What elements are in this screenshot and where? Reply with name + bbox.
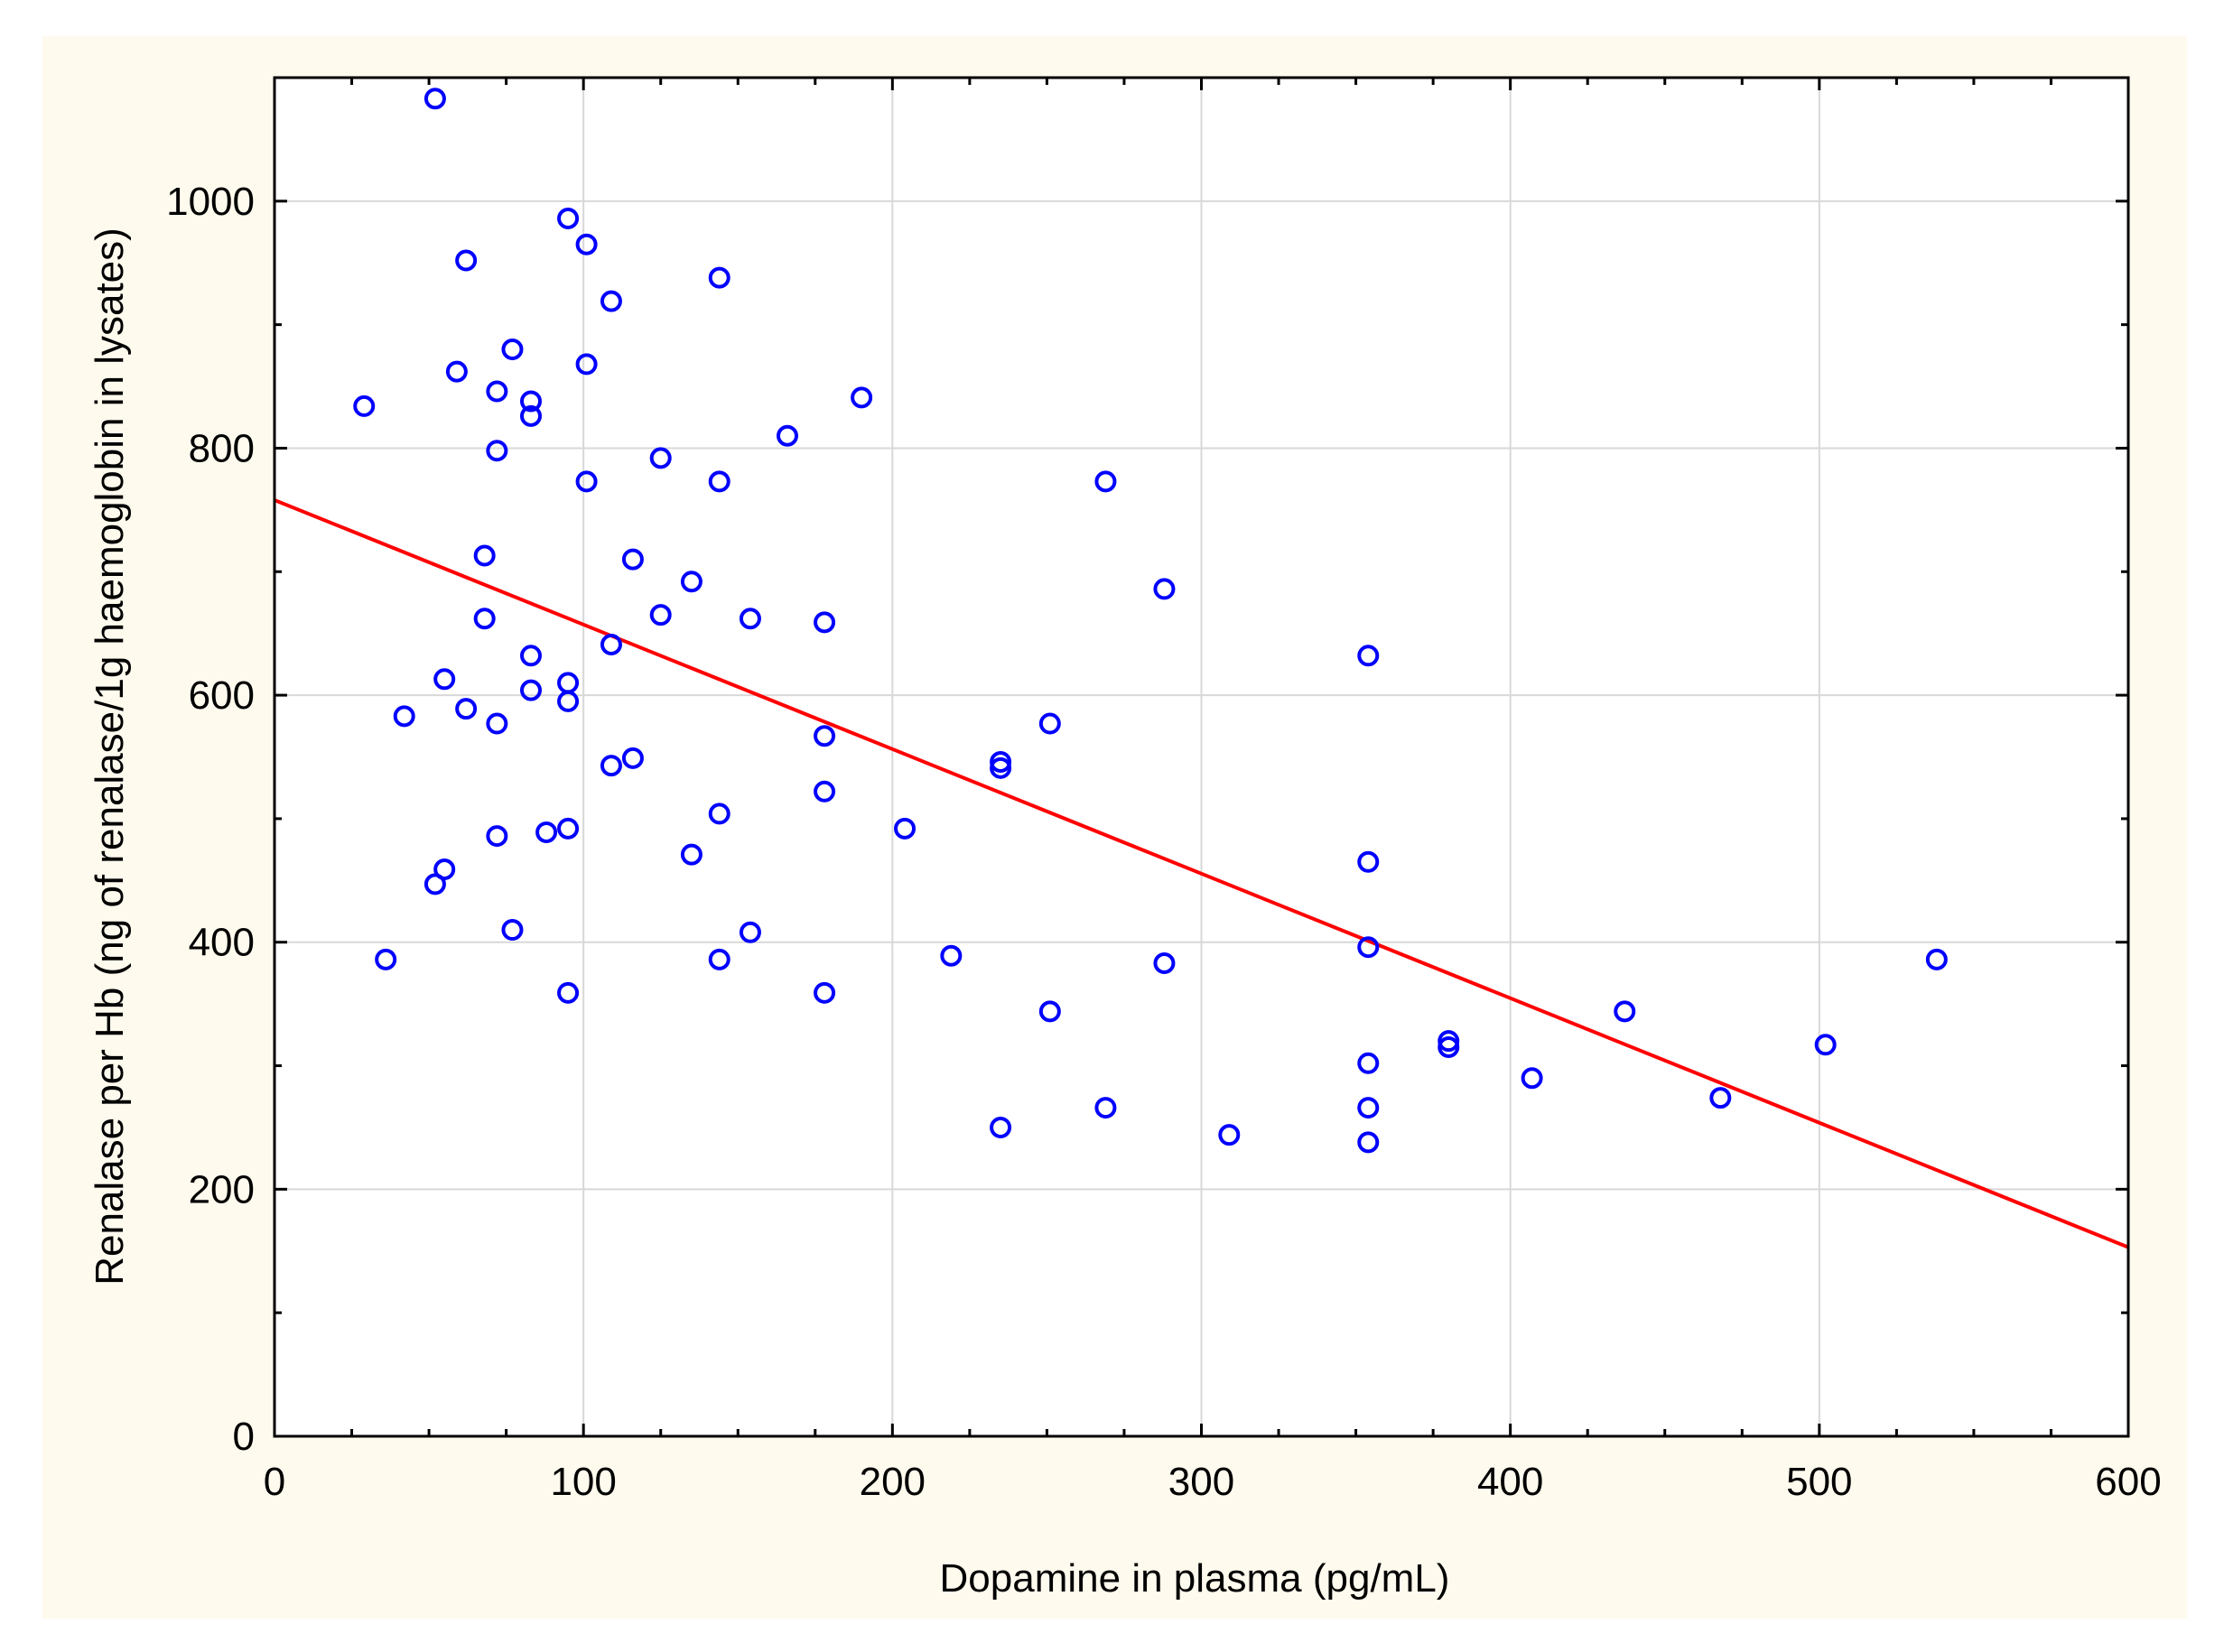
data-point — [600, 755, 622, 777]
data-point — [1357, 1052, 1380, 1074]
data-point — [1438, 1036, 1460, 1059]
data-point — [575, 233, 598, 255]
data-point — [1357, 645, 1380, 667]
data-point — [433, 858, 456, 881]
x-tick-label: 100 — [550, 1460, 616, 1504]
data-point — [621, 747, 644, 769]
data-point — [814, 611, 836, 634]
x-tick-label: 400 — [1477, 1460, 1543, 1504]
data-point — [486, 440, 508, 462]
data-point — [1925, 948, 1948, 970]
data-point — [473, 608, 496, 630]
data-point — [486, 825, 508, 848]
regression-layer — [275, 498, 2128, 1249]
data-point — [851, 386, 873, 409]
x-axis-title: Dopamine in plasma (pg/mL) — [940, 1556, 1450, 1601]
data-point — [375, 948, 397, 970]
data-point — [423, 88, 446, 110]
data-point — [1094, 470, 1117, 493]
data-point — [621, 548, 644, 571]
grid-lines — [275, 78, 2128, 1436]
x-tick-label: 500 — [1786, 1460, 1852, 1504]
data-point — [600, 290, 622, 312]
y-tick-label: 1000 — [166, 180, 255, 224]
data-point — [455, 698, 478, 720]
data-point — [708, 266, 730, 289]
data-point — [473, 544, 496, 567]
y-tick-label: 600 — [189, 673, 255, 718]
data-point — [1218, 1124, 1241, 1146]
data-point — [433, 668, 456, 691]
data-point — [894, 817, 917, 840]
y-tick-label: 200 — [189, 1167, 255, 1211]
regression-line — [275, 498, 2128, 1249]
data-point — [1094, 1097, 1117, 1119]
data-point — [393, 705, 415, 728]
data-point — [1357, 1131, 1380, 1154]
data-point — [455, 249, 478, 272]
data-point — [575, 353, 598, 376]
data-point — [557, 981, 580, 1004]
y-tick-label: 800 — [189, 426, 255, 470]
data-point — [1153, 578, 1176, 600]
data-point — [1357, 936, 1380, 959]
data-point — [423, 873, 446, 896]
data-point — [649, 447, 672, 469]
data-point — [739, 921, 761, 943]
axis-ticks: 0 100 200 300 400 500 600 0 200 400 600 800 1000 — [166, 76, 2162, 1504]
data-point — [486, 712, 508, 735]
data-point — [501, 919, 524, 942]
data-point — [486, 380, 508, 403]
data-point — [519, 679, 542, 701]
data-point — [575, 470, 598, 493]
data-point — [557, 817, 580, 840]
data-point — [739, 608, 761, 630]
data-point — [1357, 850, 1380, 873]
data-point — [940, 944, 963, 967]
data-point — [990, 750, 1012, 773]
data-points — [353, 88, 1948, 1154]
data-point — [535, 821, 558, 843]
data-point — [1614, 1000, 1636, 1023]
data-point — [708, 803, 730, 825]
y-axis-title: Renalase per Hb (ng of renalase/1g haemo… — [88, 227, 132, 1285]
data-point — [519, 404, 542, 427]
data-point — [1038, 712, 1061, 735]
x-tick-label: 600 — [2095, 1460, 2161, 1504]
data-point — [557, 690, 580, 712]
data-point — [1521, 1067, 1543, 1090]
data-point — [680, 571, 703, 593]
data-point — [649, 604, 672, 626]
data-point — [990, 756, 1012, 779]
data-point — [814, 780, 836, 803]
data-point — [519, 390, 542, 413]
x-tick-label: 300 — [1168, 1460, 1234, 1504]
data-point — [1357, 1097, 1380, 1119]
data-point — [708, 470, 730, 493]
data-point — [1038, 1000, 1061, 1023]
y-tick-label: 0 — [233, 1415, 255, 1459]
data-point — [814, 981, 836, 1004]
x-tick-label: 0 — [264, 1460, 285, 1504]
x-tick-label: 200 — [860, 1460, 926, 1504]
data-point — [990, 1116, 1012, 1138]
data-point — [776, 424, 798, 447]
data-point — [600, 633, 622, 655]
data-point — [814, 725, 836, 747]
data-point — [1438, 1030, 1460, 1053]
data-point — [501, 339, 524, 360]
data-point — [519, 645, 542, 667]
data-point — [680, 843, 703, 866]
data-point — [708, 948, 730, 970]
data-point — [1814, 1034, 1837, 1056]
data-point — [1153, 951, 1176, 974]
data-point — [557, 207, 580, 229]
data-point — [445, 360, 468, 383]
y-tick-label: 400 — [189, 921, 255, 965]
data-point — [353, 394, 376, 417]
data-point — [1709, 1087, 1732, 1109]
